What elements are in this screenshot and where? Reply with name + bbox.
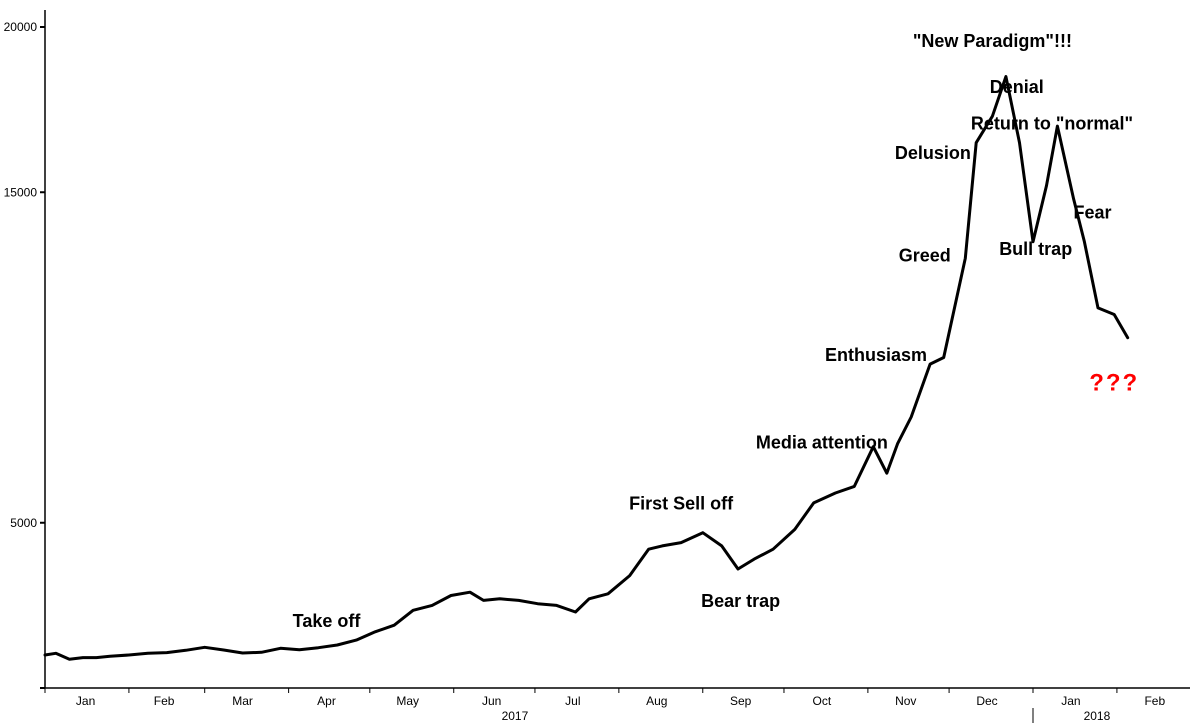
annotation-label: Take off [293,611,362,631]
y-tick-label: 20000 [4,20,38,34]
x-tick-label-month: Jun [482,694,501,708]
x-axis: Jan Feb Mar Apr May Jun Jul Aug Sep Oct Nov Dec Jan F… [44,687,1190,723]
y-tick-label: 5000 [10,516,37,530]
x-tick-label-month: Apr [317,694,336,708]
x-tick-label-month: Jan [76,694,95,708]
y-tick-label: 15000 [4,185,38,199]
x-tick-label-month: May [396,694,419,708]
annotation-label: Greed [899,246,951,266]
annotation-label: ??? [1089,370,1139,397]
annotation-label: Media attention [756,432,888,452]
x-tick-label-month: Mar [232,694,253,708]
annotation-label: Bull trap [999,239,1072,259]
x-tick-label-month: Jul [565,694,580,708]
annotation-label: Return to "normal" [971,113,1133,133]
x-tick-label-month: Sep [730,694,752,708]
x-tick-label-month: Dec [976,694,997,708]
x-tick-label-year: 2018 [1084,709,1111,723]
annotation-label: Delusion [895,143,971,163]
annotation-label: "New Paradigm"!!! [913,31,1072,51]
x-tick-label-month: Aug [646,694,667,708]
x-tick-label-month: Oct [813,694,832,708]
price-line [43,75,1130,661]
y-axis: 5000 15000 20000 [4,10,46,689]
x-tick-label-month: Feb [154,694,175,708]
price-series [43,75,1130,661]
annotations: Take off First Sell off Bear trap Media att… [293,31,1139,631]
annotation-label: Denial [990,77,1044,97]
x-tick-label-month: Nov [895,694,916,708]
x-tick-label-month: Jan [1061,694,1080,708]
annotation-label: Fear [1074,203,1112,223]
annotation-label: Enthusiasm [825,345,927,365]
annotation-label: First Sell off [629,494,734,514]
x-tick-label-year: 2017 [502,709,529,723]
x-tick-label-month: Feb [1144,694,1165,708]
annotation-label: Bear trap [701,591,780,611]
